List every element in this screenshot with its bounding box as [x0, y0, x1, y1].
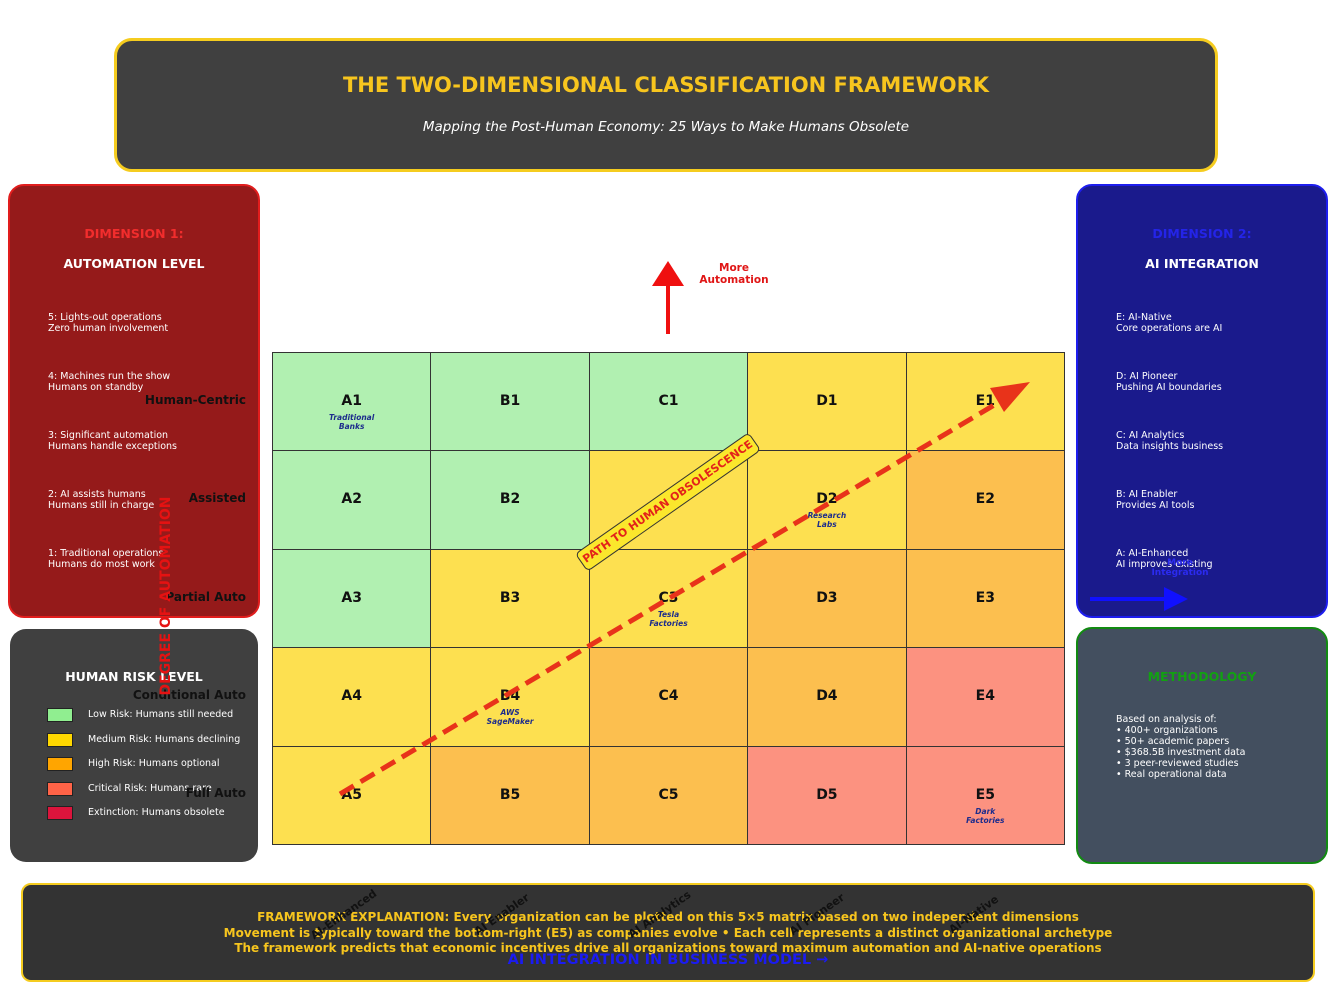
cell-code: D3 — [816, 589, 838, 606]
row-label: Partial Auto — [165, 590, 246, 604]
cell-example: Research Labs — [807, 511, 847, 530]
matrix-cell-b5: B5 — [430, 745, 590, 845]
legend-swatch — [47, 806, 73, 820]
matrix-cell-e4: E4 — [905, 647, 1065, 747]
row-label: Conditional Auto — [132, 688, 246, 702]
more-automation-label: More Automation — [699, 262, 769, 286]
matrix-cell-d1: D1 — [747, 352, 907, 452]
matrix-cell-e5: E5 Dark Factories — [905, 745, 1065, 845]
legend-label: Medium Risk: Humans declining — [88, 734, 241, 745]
dimension2-item: C: AI Analytics Data insights business — [1116, 430, 1224, 452]
dimension1-item: 2: AI assists humans Humans still in cha… — [48, 489, 155, 511]
cell-code: A4 — [341, 688, 362, 705]
right-arrow-icon — [1090, 587, 1188, 611]
cell-code: C1 — [658, 393, 679, 409]
dimension1-item: 1: Traditional operations Humans do most… — [48, 548, 164, 570]
explanation-line: FRAMEWORK EXPLANATION: Every organizatio… — [257, 910, 1079, 924]
cell-code: C5 — [658, 786, 679, 803]
legend-swatch — [47, 708, 73, 722]
dimension1-label: DIMENSION 1: — [84, 226, 184, 241]
matrix-cell-a3: A3 — [272, 548, 432, 649]
methodology-panel: METHODOLOGY Based on analysis of: • 400+… — [1076, 627, 1328, 864]
path-to-obsolescence-arrow — [338, 395, 1008, 797]
cell-code: B2 — [499, 491, 521, 508]
cell-code: B1 — [499, 393, 521, 409]
dimension2-item: B: AI Enabler Provides AI tools — [1116, 489, 1195, 511]
more-integration-label: More Integration — [1151, 558, 1209, 578]
row-label: Human-Centric — [144, 393, 246, 407]
cell-code: C4 — [658, 688, 679, 705]
legend-label: High Risk: Humans optional — [88, 758, 220, 769]
cell-example: Traditional Banks — [329, 413, 375, 431]
title-banner: THE TWO-DIMENSIONAL CLASSIFICATION FRAME… — [114, 38, 1218, 172]
matrix-cell-b1: B1 — [430, 352, 590, 452]
up-arrow-icon — [652, 261, 684, 334]
matrix-cell-c1: C1 — [588, 352, 749, 452]
explanation-line: Movement is typically toward the bottom-… — [223, 926, 1113, 940]
cell-code: D2 — [816, 491, 838, 508]
cell-code: B3 — [499, 589, 521, 606]
matrix-cell-d3: D3 — [747, 548, 907, 649]
cell-code: A2 — [341, 491, 362, 508]
page-subtitle: Mapping the Post-Human Economy: 25 Ways … — [422, 119, 910, 135]
risk-legend-title: HUMAN RISK LEVEL — [65, 669, 203, 684]
legend-swatch — [47, 757, 73, 771]
cell-code: E3 — [975, 589, 995, 606]
methodology-body: Based on analysis of: • 400+ organizatio… — [1116, 714, 1246, 780]
explanation-box: FRAMEWORK EXPLANATION: Every organizatio… — [21, 883, 1315, 982]
legend-swatch — [47, 733, 73, 747]
cell-code: E4 — [975, 688, 995, 705]
legend-label: Critical Risk: Humans rare — [88, 783, 212, 794]
dimension1-item: 4: Machines run the show Humans on stand… — [48, 371, 171, 393]
cell-example: AWS SageMaker — [486, 708, 534, 727]
explanation-line: The framework predicts that economic inc… — [234, 941, 1102, 955]
matrix-cell-b3: B3 — [430, 548, 590, 649]
dimension1-item: 3: Significant automation Humans handle … — [48, 430, 178, 452]
cell-example: Dark Factories — [966, 806, 1005, 825]
cell-code: B5 — [499, 786, 521, 803]
matrix-cell-e3: E3 — [905, 548, 1065, 649]
cell-code: D5 — [816, 786, 838, 803]
dimension2-panel: DIMENSION 2: AI INTEGRATION E: AI-Native… — [1076, 184, 1328, 618]
page-title: THE TWO-DIMENSIONAL CLASSIFICATION FRAME… — [342, 73, 990, 97]
x-axis-title: AI INTEGRATION IN BUSINESS MODEL → — [507, 952, 829, 968]
legend-swatch — [47, 782, 73, 796]
path-arrowhead-icon — [990, 382, 1030, 412]
matrix-cell-d5: D5 — [747, 745, 907, 845]
dimension2-name: AI INTEGRATION — [1145, 256, 1259, 271]
dimension1-name: AUTOMATION LEVEL — [63, 256, 205, 271]
cell-example: Tesla Factories — [649, 609, 688, 628]
matrix-cell-d4: D4 — [747, 647, 907, 747]
row-label: Assisted — [188, 491, 246, 505]
cell-code: A3 — [341, 589, 362, 606]
methodology-title: METHODOLOGY — [1147, 669, 1257, 684]
legend-label: Extinction: Humans obsolete — [88, 807, 225, 818]
cell-code: E2 — [975, 491, 995, 508]
dimension2-label: DIMENSION 2: — [1152, 226, 1252, 241]
matrix-cell-a1: A1 Traditional Banks — [272, 352, 432, 452]
risk-legend-panel: HUMAN RISK LEVEL Low Risk: Humans still … — [10, 629, 258, 862]
matrix-cell-c5: C5 — [588, 745, 749, 845]
cell-code: D4 — [816, 688, 838, 705]
dimension1-item: 5: Lights-out operations Zero human invo… — [48, 312, 169, 334]
dimension1-panel: DIMENSION 1: AUTOMATION LEVEL 5: Lights-… — [8, 184, 260, 618]
legend-label: Low Risk: Humans still needed — [88, 709, 234, 720]
cell-code: D1 — [816, 393, 838, 409]
dimension2-item: E: AI-Native Core operations are AI — [1116, 312, 1223, 334]
dimension2-item: D: AI Pioneer Pushing AI boundaries — [1116, 371, 1222, 393]
dimension2-item: A: AI-Enhanced AI improves existing — [1116, 548, 1213, 570]
cell-code: E5 — [975, 786, 995, 803]
cell-code: A1 — [341, 393, 362, 409]
row-label: Full Auto — [185, 786, 246, 800]
matrix-cell-c4: C4 — [588, 647, 749, 747]
matrix-cell-a4: A4 — [272, 647, 432, 747]
